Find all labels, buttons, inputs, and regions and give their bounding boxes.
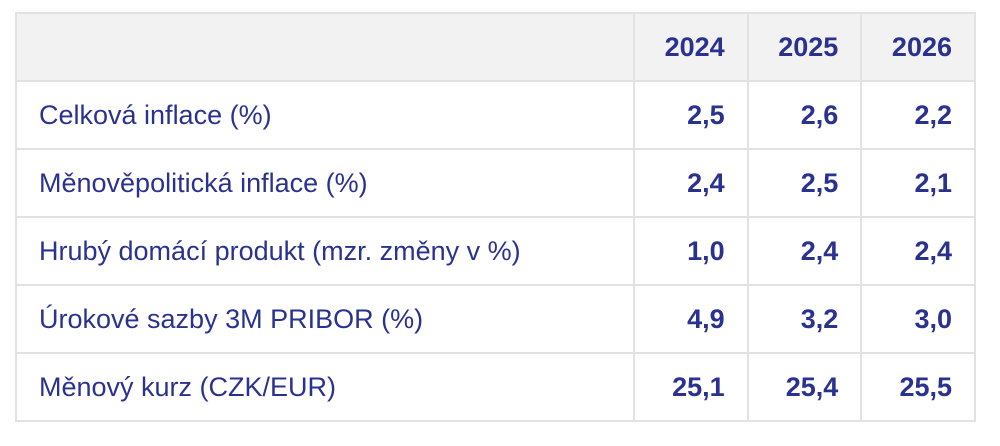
cell-value: 1,0 bbox=[633, 216, 749, 286]
table-body: Celková inflace (%) 2,5 2,6 2,2 Měnověpoliti… bbox=[15, 80, 976, 422]
table-row: Měnový kurz (CZK/EUR) 25,1 25,4 25,5 bbox=[15, 352, 976, 422]
cell-value: 2,1 bbox=[860, 148, 976, 218]
row-label: Měnověpolitická inflace (%) bbox=[15, 148, 635, 218]
column-header: 2024 bbox=[633, 12, 749, 82]
header-corner bbox=[15, 12, 635, 82]
cell-value: 25,4 bbox=[746, 352, 863, 422]
table-row: Celková inflace (%) 2,5 2,6 2,2 bbox=[15, 80, 976, 150]
cell-value: 2,5 bbox=[633, 80, 749, 150]
row-label: Úrokové sazby 3M PRIBOR (%) bbox=[15, 284, 635, 354]
table-row: Hrubý domácí produkt (mzr. změny v %) 1,0… bbox=[15, 216, 976, 286]
cell-value: 25,5 bbox=[860, 352, 976, 422]
cell-value: 2,4 bbox=[633, 148, 749, 218]
table-row: Úrokové sazby 3M PRIBOR (%) 4,9 3,2 3,0 bbox=[15, 284, 976, 354]
row-label: Hrubý domácí produkt (mzr. změny v %) bbox=[15, 216, 635, 286]
cell-value: 25,1 bbox=[633, 352, 749, 422]
table-header: 2024 2025 2026 bbox=[15, 12, 976, 82]
cell-value: 3,2 bbox=[746, 284, 863, 354]
cell-value: 2,6 bbox=[746, 80, 863, 150]
cell-value: 3,0 bbox=[860, 284, 976, 354]
row-label: Celková inflace (%) bbox=[15, 80, 635, 150]
header-row: 2024 2025 2026 bbox=[15, 12, 976, 82]
table-row: Měnověpolitická inflace (%) 2,4 2,5 2,1 bbox=[15, 148, 976, 218]
column-header: 2025 bbox=[746, 12, 863, 82]
cell-value: 2,5 bbox=[746, 148, 863, 218]
cell-value: 2,4 bbox=[746, 216, 863, 286]
data-table: 2024 2025 2026 Celková inflace (%) 2,5 2,6 2,… bbox=[15, 12, 976, 422]
cell-value: 2,4 bbox=[860, 216, 976, 286]
column-header: 2026 bbox=[860, 12, 976, 82]
cell-value: 4,9 bbox=[633, 284, 749, 354]
row-label: Měnový kurz (CZK/EUR) bbox=[15, 352, 635, 422]
cell-value: 2,2 bbox=[860, 80, 976, 150]
